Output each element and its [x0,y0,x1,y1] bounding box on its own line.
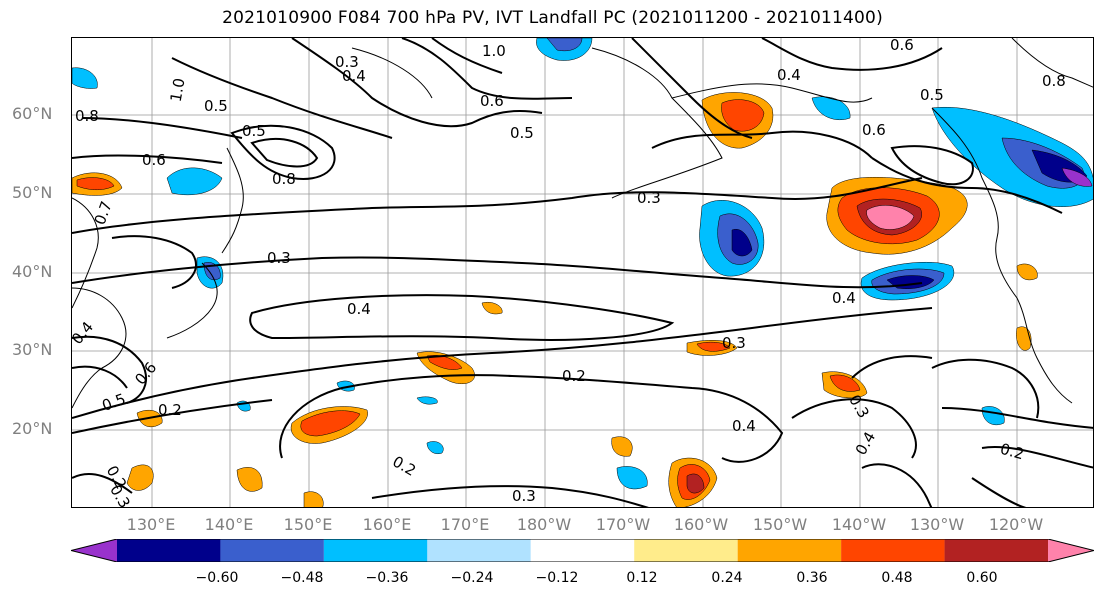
colorbar-segment [117,539,221,562]
map-title: 2021010900 F084 700 hPa PV, IVT Landfall… [222,8,883,28]
lat-label: 40°N [12,262,53,281]
shaded-anomalies [72,38,1093,507]
colorbar-tick: −0.24 [450,570,494,586]
colorbar-segment [220,539,324,562]
contour-label: 1.0 [482,42,506,60]
lon-label: 170°E [440,515,490,534]
contour-label: 0.6 [480,92,504,110]
contour-label: 0.4 [732,417,756,435]
lat-label: 30°N [12,340,53,359]
contour-label: 0.7 [91,199,116,228]
contour-label: 0.5 [510,124,534,142]
lon-label: 140°E [204,515,254,534]
colorbar-segment [427,539,531,562]
contour-label: 0.8 [75,107,99,125]
colorbar-segment [530,539,635,562]
colorbar-tick: 0.36 [796,570,828,586]
contour-label: 0.4 [777,66,801,84]
contour-label: 0.5 [100,390,129,415]
contour-label: 0.4 [342,67,366,85]
colorbar-segment [634,539,738,562]
map-panel[interactable]: 0.3 0.4 1.0 1.0 0.8 0.5 0.6 0.8 0.6 0.5 … [71,37,1094,508]
contour-label: 0.6 [890,38,914,54]
colorbar [70,538,1095,563]
colorbar-segment [841,539,945,562]
colorbar-tick: 0.48 [881,570,913,586]
lon-label: 150°E [283,515,333,534]
contour-label: 0.4 [852,429,880,459]
contour-label: 0.2 [562,367,586,385]
colorbar-segment [323,539,428,562]
colorbar-segment [71,539,117,562]
contour-label: 0.2 [389,452,419,480]
colorbar-tick: 0.12 [626,570,658,586]
contour-label: 0.2 [998,440,1026,464]
contour-label: 0.5 [242,122,266,140]
contour-label: 1.0 [167,77,189,104]
colorbar-tick: −0.36 [365,570,409,586]
lon-label: 150°W [752,515,808,534]
colorbar-graphic [70,538,1095,563]
colorbar-segment [944,539,1048,562]
colorbar-tick: 0.24 [711,570,743,586]
contour-label: 0.4 [832,289,856,307]
contour-label: 0.2 [158,401,182,419]
contour-label: 0.3 [267,249,291,267]
contour-label: 0.3 [637,189,661,207]
contour-label: 0.3 [335,53,359,71]
contour-label: 0.6 [131,359,160,389]
colorbar-tick: 0.60 [966,570,998,586]
colorbar-segment [737,539,842,562]
lat-label: 60°N [12,104,53,123]
lon-label: 160°E [362,515,412,534]
contour-label: 0.5 [204,97,228,115]
colorbar-tick: −0.12 [535,570,579,586]
contour-labels: 0.3 0.4 1.0 1.0 0.8 0.5 0.6 0.8 0.6 0.5 … [72,38,1066,507]
lon-label: 130°E [126,515,176,534]
lon-label: 170°W [595,515,651,534]
lat-label: 20°N [12,419,53,438]
lon-label: 120°W [988,515,1044,534]
contour-label: 0.5 [920,86,944,104]
contour-label: 0.3 [512,487,536,505]
lon-label: 140°W [831,515,887,534]
map-canvas: 0.3 0.4 1.0 1.0 0.8 0.5 0.6 0.8 0.6 0.5 … [72,38,1093,507]
colorbar-segment [1048,539,1094,562]
colorbar-tick: −0.60 [195,570,239,586]
lon-label: 130°W [909,515,965,534]
colorbar-tick: −0.48 [280,570,324,586]
coastlines [72,38,1093,409]
contour-label: 0.4 [347,300,371,318]
contour-label: 0.4 [72,318,97,348]
pv-contours [72,38,1093,507]
contour-label: 0.3 [722,334,746,352]
lon-label: 160°W [673,515,729,534]
contour-label: 0.8 [272,170,296,188]
contour-label: 0.8 [1042,72,1066,90]
contour-label: 0.6 [862,121,886,139]
contour-label: 0.6 [142,151,166,169]
lon-label: 180°W [516,515,572,534]
lat-label: 50°N [12,183,53,202]
